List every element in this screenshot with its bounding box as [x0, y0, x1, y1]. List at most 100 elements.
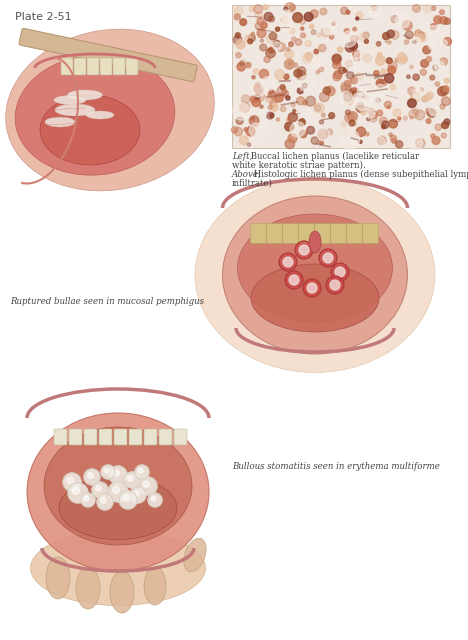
Text: Buccal lichen planus (lacelike reticular: Buccal lichen planus (lacelike reticular [248, 152, 419, 161]
Circle shape [341, 7, 348, 14]
Circle shape [423, 4, 431, 13]
Circle shape [261, 77, 275, 91]
Circle shape [404, 40, 409, 44]
Circle shape [421, 60, 428, 67]
Circle shape [341, 122, 346, 127]
Circle shape [289, 275, 299, 285]
Circle shape [285, 60, 294, 69]
Circle shape [403, 56, 408, 61]
Circle shape [345, 113, 354, 123]
Circle shape [440, 17, 447, 24]
FancyBboxPatch shape [330, 223, 346, 243]
Circle shape [435, 82, 439, 86]
Circle shape [300, 27, 304, 30]
Circle shape [345, 57, 358, 71]
Circle shape [366, 106, 373, 114]
Circle shape [303, 279, 321, 297]
Circle shape [108, 482, 128, 502]
Circle shape [440, 104, 445, 109]
Circle shape [360, 108, 367, 115]
Circle shape [286, 47, 290, 51]
Circle shape [398, 58, 405, 64]
FancyBboxPatch shape [113, 58, 125, 75]
Circle shape [341, 82, 350, 92]
Circle shape [359, 140, 362, 143]
Circle shape [257, 29, 266, 38]
Circle shape [326, 276, 344, 294]
FancyBboxPatch shape [283, 223, 299, 243]
Circle shape [301, 118, 304, 122]
Circle shape [356, 127, 366, 136]
Ellipse shape [76, 567, 100, 609]
FancyBboxPatch shape [159, 429, 172, 445]
Circle shape [387, 106, 390, 109]
Circle shape [318, 129, 328, 139]
Circle shape [310, 10, 318, 18]
Circle shape [311, 137, 318, 144]
Circle shape [438, 87, 447, 96]
Circle shape [373, 70, 379, 76]
Circle shape [433, 65, 439, 70]
Circle shape [398, 117, 401, 120]
Circle shape [345, 60, 352, 67]
Circle shape [330, 280, 340, 290]
Circle shape [351, 77, 356, 83]
Circle shape [235, 33, 241, 38]
Circle shape [441, 133, 446, 138]
Circle shape [284, 74, 289, 79]
FancyBboxPatch shape [174, 429, 187, 445]
Text: Bullous stomatitis seen in erythema multiforme: Bullous stomatitis seen in erythema mult… [232, 462, 440, 471]
Circle shape [288, 113, 297, 122]
Circle shape [242, 60, 246, 63]
Circle shape [352, 91, 358, 96]
Circle shape [416, 34, 424, 42]
Circle shape [297, 70, 306, 80]
Circle shape [109, 466, 127, 484]
Circle shape [349, 120, 355, 126]
Circle shape [275, 70, 285, 79]
Circle shape [277, 86, 286, 95]
Circle shape [339, 92, 353, 105]
Circle shape [231, 127, 238, 133]
Circle shape [112, 486, 119, 493]
Circle shape [430, 24, 436, 29]
Circle shape [401, 56, 407, 63]
Circle shape [428, 42, 437, 50]
Circle shape [300, 19, 305, 24]
Circle shape [345, 110, 351, 115]
Circle shape [306, 96, 315, 106]
Circle shape [418, 31, 426, 39]
Circle shape [354, 92, 372, 111]
Circle shape [264, 56, 270, 63]
Circle shape [374, 84, 387, 97]
FancyBboxPatch shape [54, 429, 67, 445]
Circle shape [438, 18, 442, 22]
Circle shape [356, 12, 363, 19]
Circle shape [260, 109, 267, 116]
Circle shape [319, 249, 337, 267]
Ellipse shape [195, 177, 435, 372]
Circle shape [268, 105, 272, 109]
Ellipse shape [27, 413, 209, 571]
Circle shape [444, 18, 450, 24]
Circle shape [299, 76, 314, 92]
Circle shape [363, 54, 372, 62]
Circle shape [413, 88, 423, 99]
Circle shape [249, 6, 255, 12]
Circle shape [266, 97, 271, 102]
Ellipse shape [15, 55, 175, 175]
Circle shape [393, 109, 401, 117]
Circle shape [288, 61, 292, 65]
Circle shape [382, 122, 389, 128]
Circle shape [405, 31, 413, 39]
Circle shape [332, 54, 341, 63]
Circle shape [317, 33, 321, 37]
Circle shape [329, 35, 334, 39]
Circle shape [260, 122, 268, 130]
Circle shape [248, 39, 253, 44]
Circle shape [255, 22, 263, 29]
Circle shape [422, 96, 427, 102]
Circle shape [285, 50, 293, 59]
Circle shape [369, 7, 380, 19]
Circle shape [253, 68, 259, 74]
